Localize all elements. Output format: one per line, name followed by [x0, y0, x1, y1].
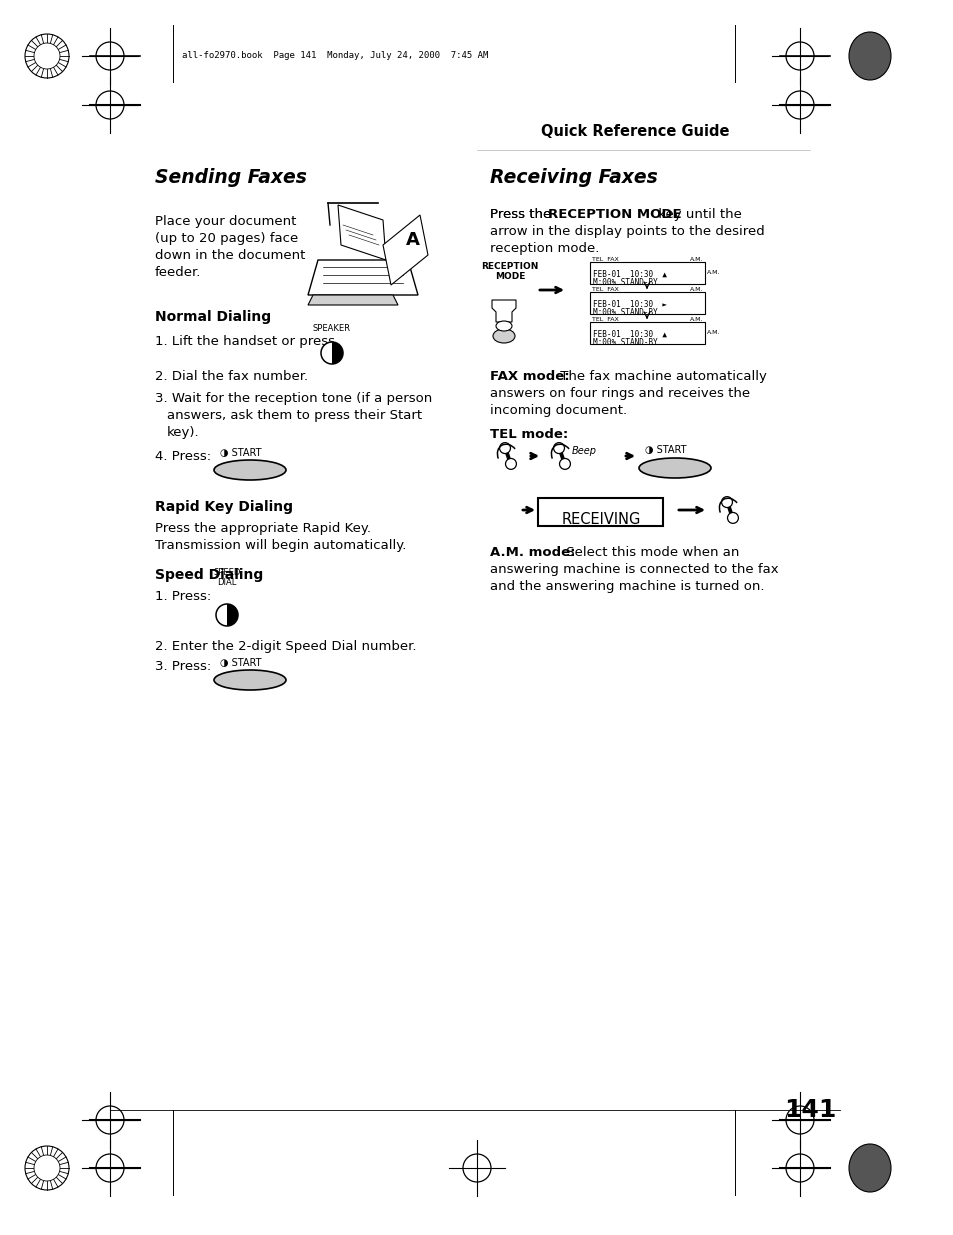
Text: 2. Enter the 2-digit Speed Dial number.: 2. Enter the 2-digit Speed Dial number.: [154, 640, 416, 653]
Text: Transmission will begin automatically.: Transmission will begin automatically.: [154, 538, 406, 552]
Text: RECEIVING: RECEIVING: [560, 513, 640, 527]
Bar: [589, 322, 704, 345]
Circle shape: [559, 458, 570, 469]
Wedge shape: [227, 604, 237, 626]
Text: A.M.: A.M.: [689, 317, 702, 322]
Text: 3. Press:: 3. Press:: [154, 659, 211, 673]
Text: Press the appropriate Rapid Key.: Press the appropriate Rapid Key.: [154, 522, 371, 535]
Wedge shape: [332, 342, 343, 364]
Polygon shape: [382, 215, 428, 285]
Circle shape: [320, 342, 343, 364]
Text: M:00% STAND-BY: M:00% STAND-BY: [593, 278, 657, 287]
Text: M:00% STAND-BY: M:00% STAND-BY: [593, 338, 657, 347]
Text: A.M.: A.M.: [689, 287, 702, 291]
Text: FEB-01  10:30  ▲: FEB-01 10:30 ▲: [593, 330, 666, 338]
Text: 1. Lift the handset or press: 1. Lift the handset or press: [154, 335, 335, 348]
Text: and the answering machine is turned on.: and the answering machine is turned on.: [490, 580, 763, 593]
Text: key until the: key until the: [654, 207, 741, 221]
Polygon shape: [492, 300, 516, 322]
Text: A: A: [406, 231, 419, 249]
Text: incoming document.: incoming document.: [490, 404, 626, 417]
Text: Press the: Press the: [490, 207, 555, 221]
Circle shape: [215, 604, 237, 626]
Circle shape: [25, 1146, 69, 1191]
Circle shape: [34, 43, 60, 69]
Text: Receiving Faxes: Receiving Faxes: [490, 168, 657, 186]
Text: Beep: Beep: [572, 446, 597, 456]
Text: TEL  FAX: TEL FAX: [592, 317, 618, 322]
Text: Place your document: Place your document: [154, 215, 296, 228]
Bar: [537, 498, 662, 526]
Text: Quick Reference Guide: Quick Reference Guide: [540, 125, 728, 140]
Text: RECEPTION MODE: RECEPTION MODE: [547, 207, 680, 221]
Text: 141: 141: [783, 1098, 836, 1123]
Text: Press the: Press the: [490, 207, 555, 221]
Bar: [589, 262, 704, 284]
Ellipse shape: [493, 329, 515, 343]
Text: Rapid Key Dialing: Rapid Key Dialing: [154, 500, 293, 514]
Text: SPEED
DIAL: SPEED DIAL: [213, 568, 240, 587]
Text: TEL  FAX: TEL FAX: [592, 287, 618, 291]
Circle shape: [25, 35, 69, 78]
Ellipse shape: [213, 671, 286, 690]
Text: RECEPTION
MODE: RECEPTION MODE: [481, 262, 538, 282]
Text: answering machine is connected to the fax: answering machine is connected to the fa…: [490, 563, 778, 576]
Bar: [589, 291, 704, 314]
Circle shape: [727, 513, 738, 524]
Text: TEL  FAX: TEL FAX: [592, 257, 618, 262]
Text: FEB-01  10:30  ▲: FEB-01 10:30 ▲: [593, 270, 666, 279]
Text: A.M.: A.M.: [689, 257, 702, 262]
Text: down in the document: down in the document: [154, 249, 305, 262]
Text: all-fo2970.book  Page 141  Monday, July 24, 2000  7:45 AM: all-fo2970.book Page 141 Monday, July 24…: [182, 52, 488, 61]
Polygon shape: [337, 205, 386, 261]
Text: 3. Wait for the reception tone (if a person: 3. Wait for the reception tone (if a per…: [154, 391, 432, 405]
Ellipse shape: [496, 321, 512, 331]
Text: A.M.: A.M.: [706, 330, 720, 335]
Text: FEB-01  10:30  ►: FEB-01 10:30 ►: [593, 300, 666, 309]
Text: Sending Faxes: Sending Faxes: [154, 168, 307, 186]
Text: TEL mode:: TEL mode:: [490, 429, 568, 441]
Circle shape: [34, 1155, 60, 1181]
Text: The fax machine automatically: The fax machine automatically: [556, 370, 766, 383]
Text: 4. Press:: 4. Press:: [154, 450, 211, 463]
Text: (up to 20 pages) face: (up to 20 pages) face: [154, 232, 298, 245]
Ellipse shape: [213, 459, 286, 480]
Polygon shape: [308, 261, 417, 295]
Text: 1. Press:: 1. Press:: [154, 590, 211, 603]
Text: 2. Dial the fax number.: 2. Dial the fax number.: [154, 370, 308, 383]
Text: feeder.: feeder.: [154, 266, 201, 279]
Circle shape: [499, 442, 510, 453]
Text: ◑ START: ◑ START: [220, 658, 261, 668]
Text: Speed Dialing: Speed Dialing: [154, 568, 263, 582]
Ellipse shape: [639, 458, 710, 478]
Text: SPEAKER: SPEAKER: [313, 324, 351, 333]
Polygon shape: [308, 295, 397, 305]
Circle shape: [720, 496, 732, 508]
Text: M:00% STAND-BY: M:00% STAND-BY: [593, 308, 657, 317]
Circle shape: [553, 442, 564, 453]
Ellipse shape: [848, 32, 890, 80]
Text: A.M.: A.M.: [706, 270, 720, 275]
Text: Select this mode when an: Select this mode when an: [561, 546, 739, 559]
Ellipse shape: [848, 1144, 890, 1192]
Text: ◑ START: ◑ START: [644, 445, 686, 454]
Text: arrow in the display points to the desired: arrow in the display points to the desir…: [490, 225, 764, 238]
Text: ◑ START: ◑ START: [220, 448, 261, 458]
Text: A.M. mode:: A.M. mode:: [490, 546, 575, 559]
Text: answers, ask them to press their Start: answers, ask them to press their Start: [167, 409, 421, 422]
Text: key).: key).: [167, 426, 199, 438]
Text: reception mode.: reception mode.: [490, 242, 598, 254]
Text: Normal Dialing: Normal Dialing: [154, 310, 271, 324]
Circle shape: [505, 458, 516, 469]
Text: answers on four rings and receives the: answers on four rings and receives the: [490, 387, 749, 400]
Text: FAX mode:: FAX mode:: [490, 370, 569, 383]
